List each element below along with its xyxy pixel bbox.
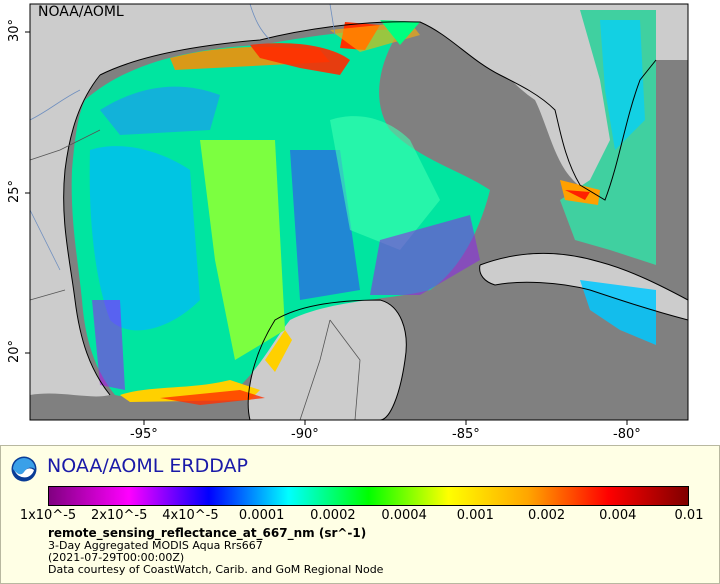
lat-label: 25° <box>7 179 23 204</box>
info-line: 3-Day Aggregated MODIS Aqua Rrs667 <box>48 539 263 552</box>
colorbar <box>48 486 689 506</box>
colorbar-tick-label: 0.004 <box>599 508 637 523</box>
lon-label: -95° <box>130 427 158 442</box>
colorbar-tick-label: 1x10^-5 <box>19 508 77 523</box>
rivers <box>29 3 336 271</box>
colorbar-tick-label: 0.002 <box>527 508 566 523</box>
map-credit: NOAA/AOML <box>38 4 124 20</box>
yucatan-coast <box>247 299 407 421</box>
map-frame: NOAA/AOML -95° -90° -85° -80° 30° 25° 20… <box>7 3 689 442</box>
colorbar-tick-label: 0.0004 <box>381 508 427 523</box>
legend-title: NOAA/AOML ERDDAP <box>47 455 248 477</box>
colorbar-tick-label: 4x10^-5 <box>162 508 219 523</box>
noaa-logo-icon <box>11 456 37 482</box>
info-line: (2021-07-29T00:00:00Z) <box>48 551 185 564</box>
lon-label: -90° <box>291 427 319 442</box>
yucatan-land <box>248 300 407 420</box>
coastline <box>99 21 657 201</box>
map-border <box>29 3 689 421</box>
lon-ticks <box>143 420 628 425</box>
lon-label: -85° <box>452 427 480 442</box>
info-line: Data courtesy of CoastWatch, Carib. and … <box>48 563 384 576</box>
colorbar-tick-label: 0.01 <box>674 508 704 523</box>
reflectance-swath <box>71 29 491 405</box>
colorbar-tick-label: 0.0001 <box>238 508 285 523</box>
legend-panel: NOAA/AOML ERDDAP 1x10^-5 2x10^-5 4x10^-5 0.… <box>0 445 720 584</box>
lat-label: 20° <box>7 339 23 364</box>
cuba-coast <box>479 252 689 321</box>
lat-label: 30° <box>7 18 23 43</box>
map-canvas <box>25 3 689 425</box>
florida-land <box>495 60 604 200</box>
atlantic-swath <box>330 10 656 345</box>
colorbar-tick-label: 0.001 <box>456 508 494 523</box>
colorbar-tick-label: 0.0002 <box>310 508 356 523</box>
coastline-west <box>63 74 111 396</box>
country-borders <box>29 129 361 421</box>
variable-name: remote_sensing_reflectance_at_667_nm (sr… <box>48 526 367 540</box>
colorbar-tick-label: 2x10^-5 <box>91 508 148 523</box>
lat-ticks <box>25 31 30 354</box>
lon-label: -80° <box>613 427 641 442</box>
